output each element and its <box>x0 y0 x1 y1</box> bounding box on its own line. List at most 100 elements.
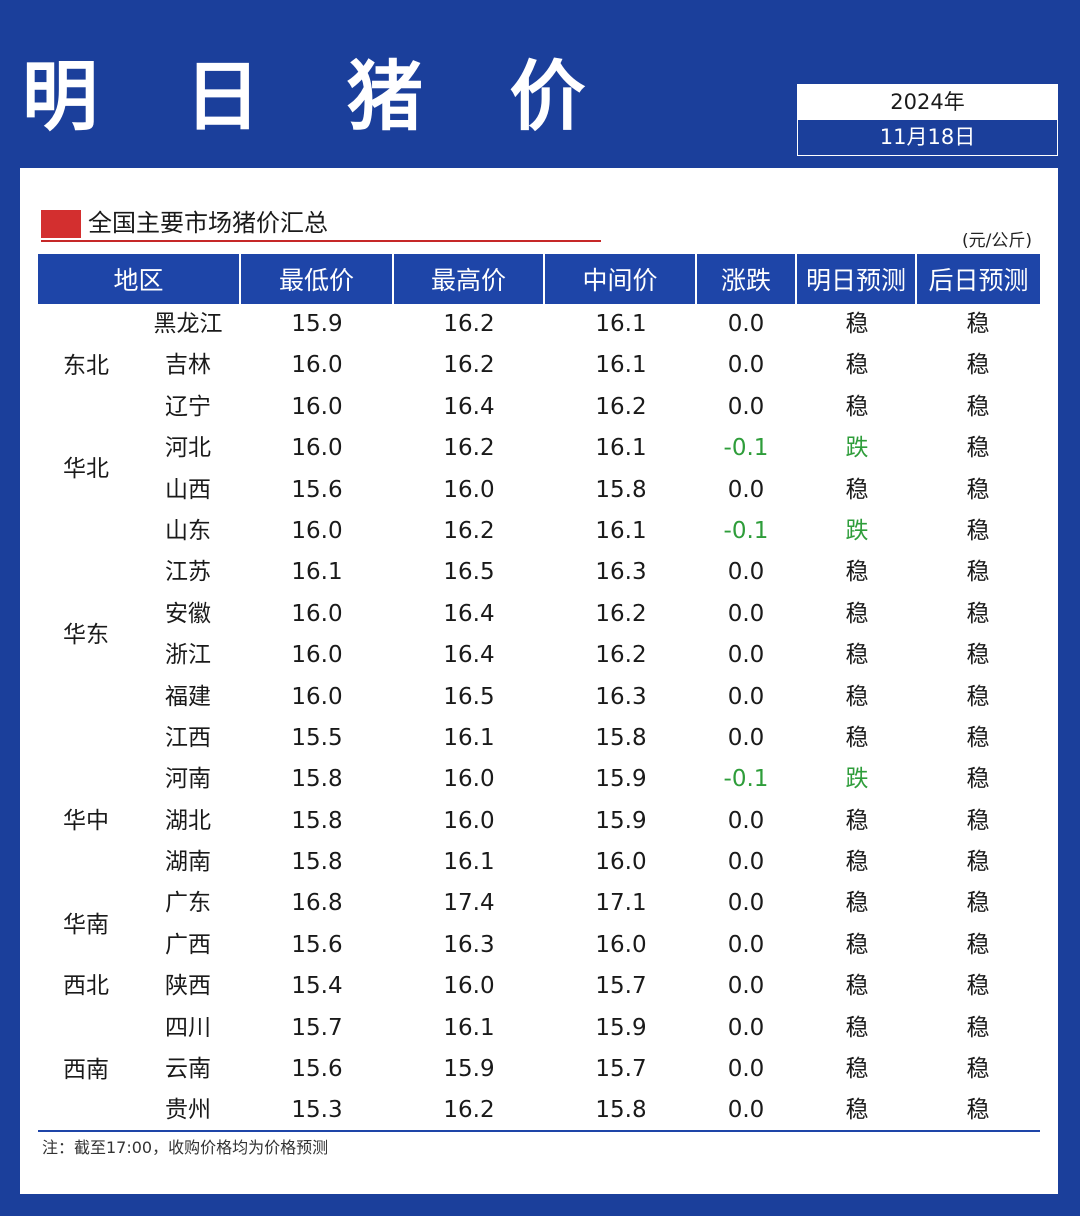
date-day: 11月18日 <box>879 125 976 149</box>
cell-tomorrow: 稳 <box>845 849 869 876</box>
region-label: 华东 <box>63 622 109 648</box>
region-label: 华中 <box>63 808 109 835</box>
cell-tomorrow: 稳 <box>845 642 869 669</box>
cell-change: 0.0 <box>727 600 765 627</box>
cell-after: 稳 <box>966 807 990 834</box>
table-row: 陕西 15.4 16.0 15.7 0.0 稳 稳 <box>38 966 1040 1007</box>
cell-change: 0.0 <box>727 1056 765 1083</box>
header-mid: 中间价 <box>545 254 697 304</box>
cell-change: -0.1 <box>723 435 769 462</box>
table-row: 黑龙江 15.9 16.2 16.1 0.0 稳 稳 <box>38 304 1040 345</box>
cell-after: 稳 <box>966 890 990 917</box>
cell-low: 15.4 <box>291 973 343 1000</box>
table-row: 福建 16.0 16.5 16.3 0.0 稳 稳 <box>38 677 1040 718</box>
cell-low: 16.0 <box>291 435 343 462</box>
cell-after: 稳 <box>966 1056 990 1083</box>
cell-province: 湖北 <box>165 807 211 834</box>
cell-mid: 17.1 <box>595 890 647 917</box>
cell-high: 16.0 <box>443 476 495 503</box>
table-row: 山西 15.6 16.0 15.8 0.0 稳 稳 <box>38 470 1040 511</box>
cell-high: 16.4 <box>443 600 495 627</box>
table-row: 广西 15.6 16.3 16.0 0.0 稳 稳 <box>38 925 1040 966</box>
table-row: 山东 16.0 16.2 16.1 -0.1 跌 稳 <box>38 511 1040 552</box>
region-label: 华北 <box>63 456 109 483</box>
table-row: 贵州 15.3 16.2 15.8 0.0 稳 稳 <box>38 1090 1040 1131</box>
table-header: 地区 最低价 最高价 中间价 涨跌 明日预测 后日预测 <box>38 254 1040 304</box>
cell-mid: 16.1 <box>595 435 647 462</box>
cell-after: 稳 <box>966 849 990 876</box>
cell-after: 稳 <box>966 600 990 627</box>
cell-province: 浙江 <box>165 642 211 669</box>
cell-province: 山西 <box>165 476 211 503</box>
cell-mid: 15.8 <box>595 476 647 503</box>
header-low: 最低价 <box>241 254 394 304</box>
header-after: 后日预测 <box>917 254 1040 304</box>
date-year: 2024年 <box>798 85 1057 120</box>
table-body: 黑龙江 15.9 16.2 16.1 0.0 稳稳吉林 16.0 16.2 16.1 0.0 稳稳辽… <box>38 304 1040 1132</box>
cell-change: 0.0 <box>727 890 765 917</box>
table-row: 吉林 16.0 16.2 16.1 0.0 稳 稳 <box>38 345 1040 386</box>
cell-tomorrow: 稳 <box>845 724 869 751</box>
cell-mid: 16.1 <box>595 517 647 544</box>
cell-high: 16.2 <box>443 352 495 379</box>
cell-tomorrow: 稳 <box>845 559 869 586</box>
table-row: 江西 15.5 16.1 15.8 0.0 稳 稳 <box>38 718 1040 759</box>
section-underline <box>41 240 601 242</box>
cell-mid: 15.9 <box>595 1014 647 1041</box>
cell-province: 贵州 <box>165 1097 211 1124</box>
cell-change: 0.0 <box>727 849 765 876</box>
cell-after: 稳 <box>966 352 990 379</box>
cell-after: 稳 <box>966 973 990 1000</box>
cell-change: 0.0 <box>727 973 765 1000</box>
cell-tomorrow: 稳 <box>845 393 869 420</box>
cell-change: 0.0 <box>727 559 765 586</box>
cell-high: 16.0 <box>443 807 495 834</box>
cell-tomorrow: 稳 <box>845 890 869 917</box>
cell-low: 15.3 <box>291 1097 343 1124</box>
table-row: 四川 15.7 16.1 15.9 0.0 稳 稳 <box>38 1008 1040 1049</box>
cell-low: 15.6 <box>291 476 343 503</box>
cell-mid: 16.3 <box>595 559 647 586</box>
cell-low: 15.8 <box>291 849 343 876</box>
cell-mid: 16.1 <box>595 352 647 379</box>
cell-mid: 15.7 <box>595 1056 647 1083</box>
region-label: 华南 <box>63 911 109 938</box>
cell-province: 广东 <box>165 890 211 917</box>
cell-low: 16.0 <box>291 642 343 669</box>
cell-tomorrow: 稳 <box>845 1056 869 1083</box>
cell-low: 15.8 <box>291 766 343 793</box>
cell-tomorrow: 稳 <box>845 973 869 1000</box>
cell-low: 16.0 <box>291 600 343 627</box>
cell-change: 0.0 <box>727 352 765 379</box>
section-marker <box>41 210 81 238</box>
cell-low: 16.8 <box>291 890 343 917</box>
cell-high: 16.0 <box>443 766 495 793</box>
cell-tomorrow: 跌 <box>845 517 869 544</box>
cell-high: 16.5 <box>443 559 495 586</box>
cell-province: 云南 <box>165 1056 211 1083</box>
region-label: 东北 <box>63 353 109 379</box>
table-row: 湖北 15.8 16.0 15.9 0.0 稳 稳 <box>38 801 1040 842</box>
cell-after: 稳 <box>966 642 990 669</box>
cell-tomorrow: 稳 <box>845 352 869 379</box>
cell-mid: 16.2 <box>595 393 647 420</box>
cell-change: 0.0 <box>727 642 765 669</box>
cell-tomorrow: 稳 <box>845 807 869 834</box>
cell-mid: 16.1 <box>595 311 647 337</box>
cell-low: 16.0 <box>291 683 343 710</box>
cell-change: 0.0 <box>727 393 765 420</box>
cell-low: 15.9 <box>291 311 343 337</box>
cell-mid: 16.3 <box>595 683 647 710</box>
cell-low: 15.8 <box>291 807 343 834</box>
cell-low: 15.7 <box>291 1014 343 1041</box>
price-card: 全国主要市场猪价汇总 (元/公斤) 地区 最低价 最高价 中间价 涨跌 明日预测… <box>20 168 1058 1194</box>
cell-high: 16.2 <box>443 517 495 544</box>
cell-province: 辽宁 <box>165 393 211 420</box>
page-title: 明 日 猪 价 <box>22 52 616 141</box>
table-row: 河南 15.8 16.0 15.9 -0.1 跌 稳 <box>38 759 1040 800</box>
cell-province: 河北 <box>165 435 211 462</box>
cell-tomorrow: 稳 <box>845 476 869 503</box>
cell-high: 16.1 <box>443 1014 495 1041</box>
cell-mid: 15.8 <box>595 724 647 751</box>
cell-high: 17.4 <box>443 890 495 917</box>
